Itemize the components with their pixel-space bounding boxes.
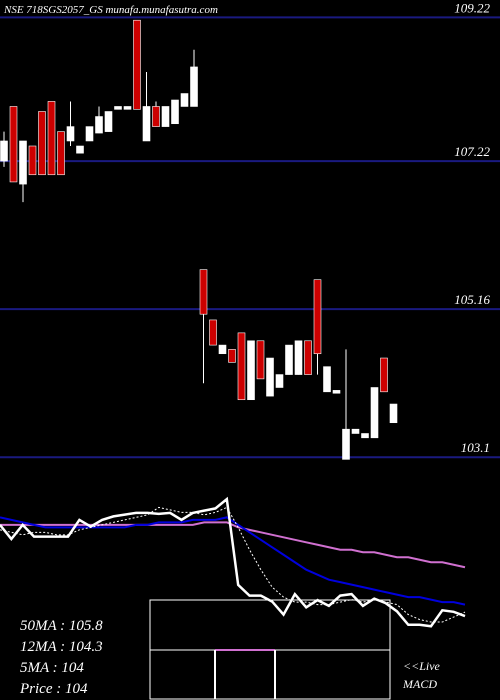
candle-body: [351, 428, 360, 434]
candle-body: [275, 374, 284, 388]
candle-body: [0, 140, 8, 162]
live-label: <<Live: [403, 659, 441, 673]
candle-body: [104, 111, 113, 132]
info-label: 50MA : 105.8: [20, 618, 103, 634]
price-line: [0, 496, 466, 628]
candle-body: [152, 106, 160, 127]
candle-body: [47, 101, 56, 176]
candle-body: [389, 403, 398, 424]
candle-body: [19, 140, 27, 185]
candle-body: [218, 344, 227, 355]
candle-body: [180, 93, 189, 107]
candle-body: [304, 340, 312, 375]
y-tick-label: 103.1: [461, 440, 490, 455]
candle-body: [380, 357, 388, 393]
candle-body: [256, 340, 265, 380]
candle-body: [199, 269, 208, 315]
candle-body: [332, 390, 341, 394]
y-tick-label: 107.22: [454, 144, 490, 159]
candle-body: [190, 66, 198, 107]
candle-body: [361, 433, 369, 439]
candle-body: [342, 428, 350, 460]
candle-body: [370, 387, 379, 439]
candle-body: [123, 106, 132, 110]
candle-body: [285, 344, 293, 375]
candle-body: [237, 332, 246, 401]
candle-body: [313, 279, 322, 355]
candle-body: [161, 106, 170, 127]
candle-body: [57, 131, 65, 176]
candle-body: [171, 99, 179, 125]
info-label: Price : 104: [19, 681, 88, 697]
candle-body: [76, 145, 84, 154]
ma-line: [0, 506, 466, 623]
candle-body: [323, 366, 331, 393]
y-tick-label: 109.22: [454, 0, 490, 15]
candle-body: [38, 111, 46, 176]
candle-body: [247, 340, 255, 401]
candle-body: [66, 126, 75, 142]
y-tick-label: 105.16: [454, 292, 490, 307]
candle-body: [95, 116, 103, 134]
macd-label: MACD: [402, 677, 437, 691]
info-label: 5MA : 104: [20, 660, 84, 676]
candle-body: [228, 349, 236, 363]
ma-line: [0, 516, 466, 606]
candle-body: [266, 357, 274, 397]
candle-body: [9, 106, 18, 183]
candle-body: [294, 340, 303, 375]
candle-body: [28, 145, 37, 176]
candle-body: [85, 126, 94, 142]
chart-title: NSE 718SGS2057_GS munafa.munafasutra.com: [3, 4, 218, 16]
info-label: 12MA : 104.3: [20, 639, 103, 655]
candle-body: [209, 319, 217, 346]
candle-body: [133, 19, 141, 110]
candle-body: [142, 106, 151, 142]
candle-body: [114, 106, 122, 110]
